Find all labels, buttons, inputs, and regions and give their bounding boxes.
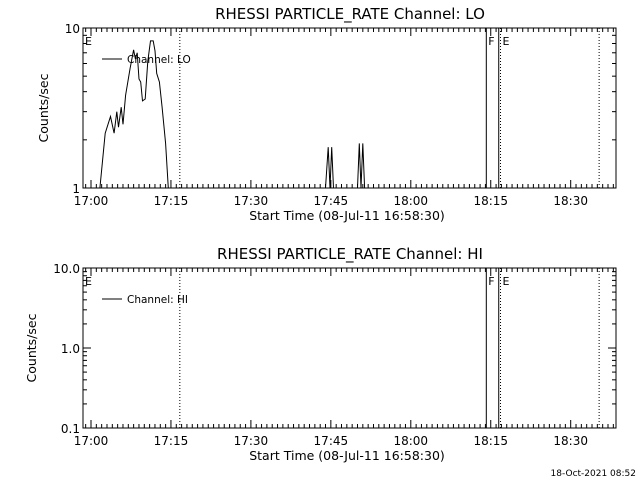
x-tick-label: 17:00 <box>74 194 109 208</box>
y-axis-label: Counts/sec <box>36 73 51 142</box>
x-tick-label: 17:45 <box>314 194 349 208</box>
chart-title: RHESSI PARTICLE_RATE Channel: HI <box>217 245 483 264</box>
plot-frame <box>82 27 617 189</box>
x-tick-label: 17:45 <box>314 434 349 448</box>
x-tick-label: 18:30 <box>553 194 588 208</box>
legend-label: Channel: HI <box>127 294 188 306</box>
x-tick-label: 17:15 <box>154 434 189 448</box>
y-tick-label: 1 <box>72 182 80 196</box>
y-tick-label: 10 <box>65 22 80 36</box>
x-tick-label: 17:30 <box>234 194 269 208</box>
x-axis-label: Start Time (08-Jul-11 16:58:30) <box>249 448 445 463</box>
event-marker-label: E <box>85 35 92 48</box>
y-tick-label: 1.0 <box>61 342 80 356</box>
x-tick-label: 18:00 <box>393 194 428 208</box>
event-marker-label: F <box>488 35 494 48</box>
x-tick-label: 18:00 <box>393 434 428 448</box>
x-axis-label: Start Time (08-Jul-11 16:58:30) <box>249 208 445 223</box>
x-tick-label: 17:30 <box>234 434 269 448</box>
x-tick-label: 18:30 <box>553 434 588 448</box>
event-marker-label: F <box>488 275 494 288</box>
x-tick-label: 18:15 <box>473 194 508 208</box>
event-marker-label: E <box>85 275 92 288</box>
legend-label: Channel: LO <box>127 54 191 66</box>
y-axis-label: Counts/sec <box>24 313 39 382</box>
event-marker-label: E <box>503 35 510 48</box>
y-tick-label: 10.0 <box>53 262 80 276</box>
event-marker-label: E <box>503 275 510 288</box>
series-line <box>99 40 366 189</box>
chart-panel-2: RHESSI PARTICLE_RATE Channel: HI 17:00 17:… <box>24 245 617 463</box>
x-tick-label: 17:15 <box>154 194 189 208</box>
footer-timestamp: 18-Oct-2021 08:52 <box>551 469 636 479</box>
x-tick-label: 18:15 <box>473 434 508 448</box>
y-tick-label: 0.1 <box>61 422 80 436</box>
chart-title: RHESSI PARTICLE_RATE Channel: LO <box>215 5 485 24</box>
plot-frame <box>82 267 617 429</box>
chart-panel-1: RHESSI PARTICLE_RATE Channel: LO 17:00 17:… <box>36 5 617 223</box>
x-tick-label: 17:00 <box>74 434 109 448</box>
